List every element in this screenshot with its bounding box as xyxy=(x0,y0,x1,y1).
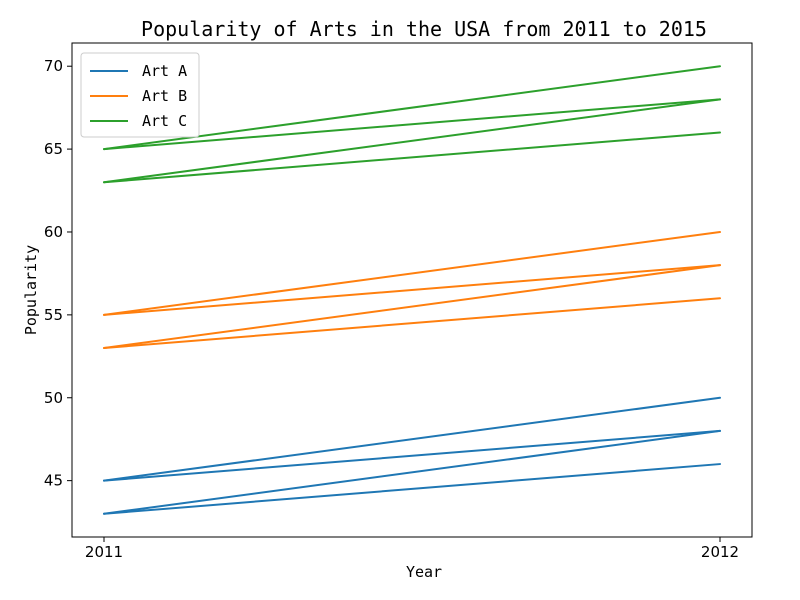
legend-label-art-b: Art B xyxy=(142,87,187,105)
legend-label-art-c: Art C xyxy=(142,112,187,130)
y-tick-label-45: 45 xyxy=(44,472,63,490)
x-axis-ticks: 2011 2012 xyxy=(85,537,739,561)
y-tick-label-60: 60 xyxy=(44,223,63,241)
y-tick-label-70: 70 xyxy=(44,57,63,75)
y-axis-ticks: 45 50 55 60 65 70 xyxy=(44,57,72,490)
plot-frame xyxy=(71,42,753,538)
series-line-art-c-10 xyxy=(103,98,721,184)
series-line-art-a-3 xyxy=(103,463,721,515)
series-line-art-c-9 xyxy=(103,98,721,151)
y-tick-label-50: 50 xyxy=(44,389,63,407)
series-layer xyxy=(103,65,721,515)
legend: Art A Art B Art C xyxy=(80,52,200,138)
series-line-art-a-0 xyxy=(103,396,721,482)
x-tick-label-2012: 2012 xyxy=(701,543,739,561)
series-line-art-b-6 xyxy=(103,264,721,350)
series-line-art-c-11 xyxy=(103,131,721,184)
series-line-art-b-5 xyxy=(103,264,721,316)
x-tick-label-2011: 2011 xyxy=(85,543,123,561)
legend-label-art-a: Art A xyxy=(142,62,187,80)
series-line-art-c-8 xyxy=(103,65,721,151)
series-line-art-a-2 xyxy=(103,429,721,515)
chart-title: Popularity of Arts in the USA from 2011 … xyxy=(141,17,707,41)
y-axis-label: Popularity xyxy=(22,245,40,335)
series-line-art-a-1 xyxy=(103,429,721,482)
series-line-art-b-4 xyxy=(103,230,721,316)
series-line-art-b-7 xyxy=(103,297,721,350)
legend-box xyxy=(80,52,200,138)
y-tick-label-65: 65 xyxy=(44,140,63,158)
x-axis-label: Year xyxy=(406,563,442,581)
y-tick-label-55: 55 xyxy=(44,306,63,324)
